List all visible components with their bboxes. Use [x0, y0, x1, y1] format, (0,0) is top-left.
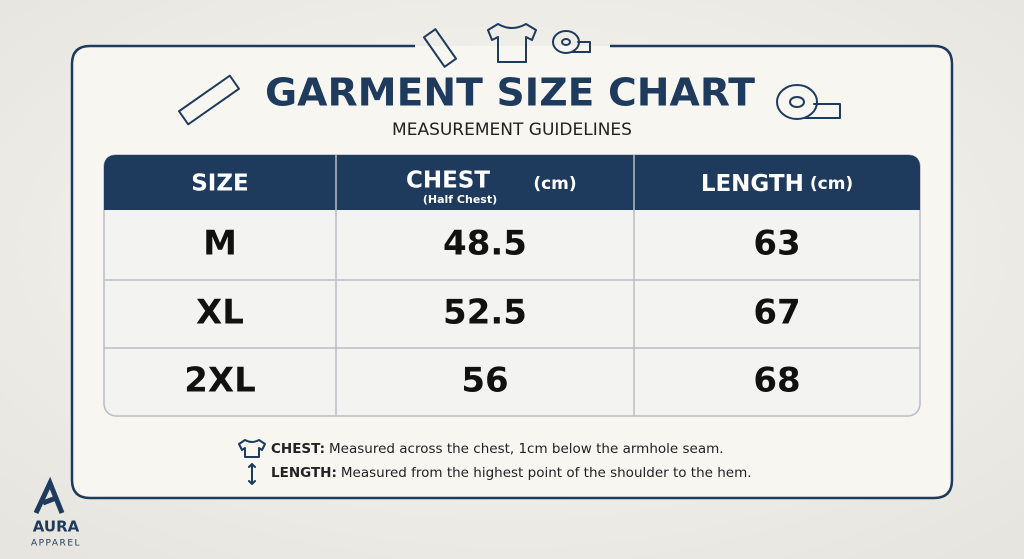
column-unit: (cm) [533, 174, 576, 194]
cell: 67 [753, 293, 800, 333]
brand-tagline: APPAREL [31, 539, 81, 549]
subtitle: MEASUREMENT GUIDELINES [392, 120, 632, 140]
note: LENGTH: Measured from the highest point o… [271, 465, 752, 481]
brand-logo [33, 476, 65, 515]
brand-name: AURA [33, 518, 80, 536]
column-header-label: LENGTH [701, 171, 804, 197]
cell: 56 [461, 361, 508, 401]
cell: 52.5 [443, 293, 527, 333]
ruler-icon [178, 74, 240, 126]
note-icons [238, 439, 266, 485]
title: GARMENT SIZE CHART [265, 71, 755, 115]
table-lines [104, 155, 920, 416]
cell: 63 [753, 224, 800, 264]
column-header: SIZE [191, 171, 249, 197]
column-note: (Half Chest) [423, 193, 497, 206]
note-text: Measured from the highest point of the s… [341, 465, 752, 481]
column-unit: (cm) [810, 174, 853, 194]
note-term: LENGTH: [271, 465, 337, 481]
column-header: LENGTH (cm) [701, 171, 853, 197]
top-icons [422, 23, 591, 68]
table-header [104, 155, 920, 210]
cell: XL [196, 293, 244, 333]
cell: 68 [753, 361, 800, 401]
tape-icon [776, 84, 841, 120]
note-term: CHEST: [271, 441, 325, 457]
cell: 2XL [184, 361, 256, 401]
table-body: M 48.5 63 XL 52.5 67 2XL 56 68 [184, 224, 800, 401]
note: CHEST: Measured across the chest, 1cm bel… [271, 441, 724, 457]
note-text: Measured across the chest, 1cm below the… [329, 441, 724, 457]
column-header: CHEST [406, 168, 490, 194]
cell: M [203, 224, 237, 264]
cell: 48.5 [443, 224, 527, 264]
